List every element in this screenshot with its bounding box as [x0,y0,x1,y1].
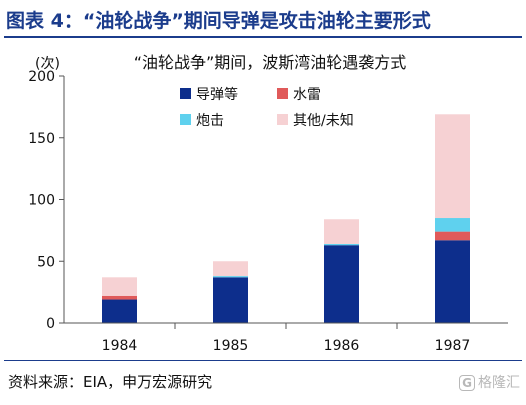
bar-1987-series-1 [435,231,470,241]
bar-1984-series-1 [102,295,137,300]
y-tick-label: 150 [28,131,55,147]
y-tick-label: 200 [28,69,55,85]
bar-1984-series-3 [102,277,137,296]
watermark-text: 格隆汇 [478,375,520,391]
footer-rule [4,360,522,361]
legend-label: 其他/未知 [293,112,354,129]
legend-swatch [277,114,288,125]
plot-area: 0 50 100 150 200 1984 1985 1986 1987 [28,69,508,354]
x-tick-label: 1987 [435,338,471,354]
figure-title: 图表 4：“油轮战争”期间导弹是攻击油轮主要形式 [6,10,431,32]
y-tick-label: 100 [28,193,55,209]
legend-label: 导弹等 [196,86,238,103]
bar-1985-series-2 [213,276,248,278]
bar-1987-series-2 [435,218,470,232]
bar-1986-series-2 [324,243,359,246]
watermark-badge: G [459,375,475,391]
stacked-bar-chart: “油轮战争”期间，波斯湾油轮遇袭方式 (次) 0 50 100 150 200 1984 1… [28,53,508,354]
bar-1985-series-3 [213,261,248,277]
header-rule [4,36,522,38]
y-tick-label: 50 [37,254,55,270]
x-tick-label: 1986 [324,338,360,354]
bar-1985-series-0 [213,277,248,323]
x-tick-label: 1985 [213,338,249,354]
legend-swatch [180,114,191,125]
bar-1984-series-0 [102,299,137,323]
legend-label: 炮击 [196,113,224,129]
y-axis-label: (次) [35,56,60,72]
bar-1986-series-3 [324,219,359,244]
report-header: 图表 4：“油轮战争”期间导弹是攻击油轮主要形式 [0,0,526,40]
watermark-logo: G 格隆汇 [459,372,520,392]
bar-1986-series-0 [324,245,359,323]
legend-swatch [180,88,191,99]
y-tick-label: 0 [46,316,55,332]
source-note: 资料来源：EIA，申万宏源研究 [8,373,213,391]
bar-1987-series-3 [435,114,470,219]
legend-swatch [277,88,288,99]
chart-title: “油轮战争”期间，波斯湾油轮遇袭方式 [134,53,407,72]
legend-label: 水雷 [293,87,321,103]
bar-1987-series-0 [435,240,470,323]
x-tick-label: 1984 [102,338,138,354]
